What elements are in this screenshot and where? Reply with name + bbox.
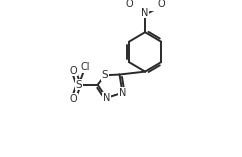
- Text: S: S: [75, 80, 82, 90]
- Text: O: O: [125, 0, 133, 9]
- Text: S: S: [102, 70, 108, 80]
- Text: N: N: [103, 93, 110, 103]
- Text: Cl: Cl: [81, 62, 90, 72]
- Text: O: O: [157, 0, 165, 9]
- Text: O: O: [70, 66, 77, 76]
- Text: O: O: [70, 94, 77, 104]
- Text: N: N: [141, 8, 149, 17]
- Text: N: N: [119, 88, 126, 98]
